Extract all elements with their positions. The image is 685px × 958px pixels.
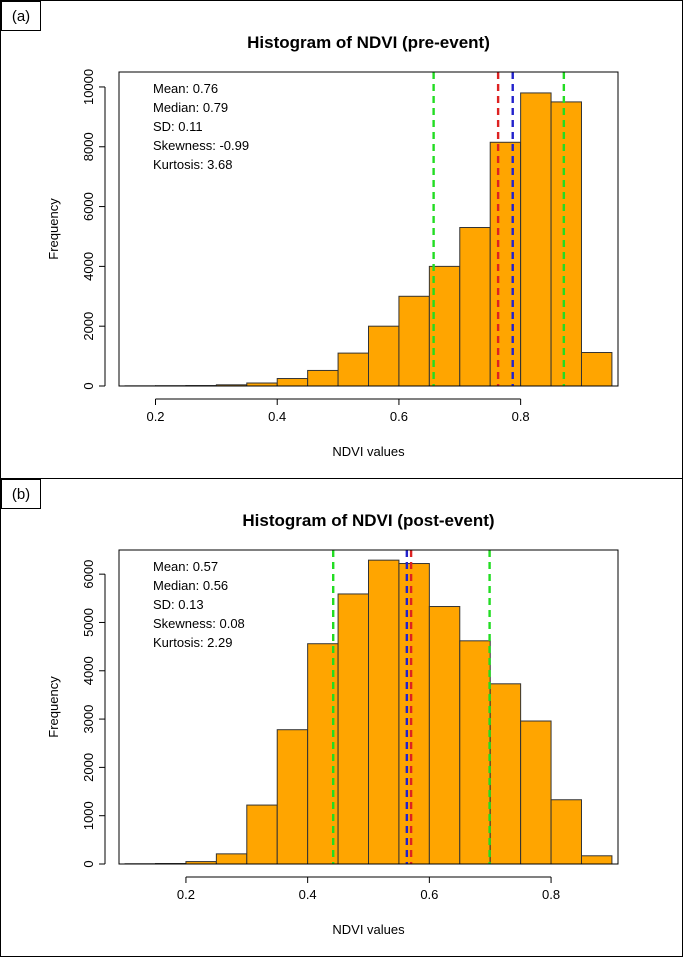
y-tick-label: 2000 — [81, 312, 96, 341]
histogram-bar — [490, 684, 520, 864]
histogram-bar — [247, 805, 277, 864]
stats-text-4: Kurtosis: 3.68 — [153, 157, 233, 172]
y-tick-label: 4000 — [81, 252, 96, 281]
histogram-bar — [399, 296, 429, 386]
x-tick-label: 0.6 — [390, 409, 408, 424]
histogram-bar — [429, 607, 459, 864]
histogram-bar — [521, 721, 551, 864]
histogram-bar — [369, 326, 399, 386]
y-tick-label: 0 — [81, 860, 96, 867]
y-tick-label: 3000 — [81, 705, 96, 734]
stats-text-2: SD: 0.13 — [153, 597, 204, 612]
histogram-bar — [581, 353, 611, 386]
histogram-bar — [308, 370, 338, 386]
histogram-bar — [460, 641, 490, 864]
y-axis-label: Frequency — [46, 676, 61, 738]
x-axis-label: NDVI values — [332, 444, 405, 459]
stats-text-0: Mean: 0.57 — [153, 559, 218, 574]
y-tick-label: 1000 — [81, 801, 96, 830]
x-tick-label: 0.4 — [299, 887, 317, 902]
histogram-bar — [338, 594, 368, 864]
x-tick-label: 0.2 — [146, 409, 164, 424]
chart-title: Histogram of NDVI (post-event) — [242, 511, 494, 530]
histogram-bar — [399, 564, 429, 864]
histogram-bar — [551, 102, 581, 386]
x-tick-label: 0.2 — [177, 887, 195, 902]
x-tick-label: 0.6 — [420, 887, 438, 902]
histogram-bar — [369, 560, 399, 864]
histogram-bar — [277, 730, 307, 864]
y-tick-label: 6000 — [81, 192, 96, 221]
y-tick-label: 8000 — [81, 132, 96, 161]
stats-text-1: Median: 0.79 — [153, 100, 228, 115]
y-tick-label: 4000 — [81, 656, 96, 685]
y-tick-label: 5000 — [81, 608, 96, 637]
x-tick-label: 0.4 — [268, 409, 286, 424]
histogram-bar — [521, 93, 551, 386]
x-axis-label: NDVI values — [332, 922, 405, 937]
histogram-bar — [277, 379, 307, 386]
histogram-bar — [460, 228, 490, 386]
histogram-bar — [216, 854, 246, 864]
chart-title: Histogram of NDVI (pre-event) — [247, 33, 490, 52]
y-tick-label: 2000 — [81, 753, 96, 782]
x-tick-label: 0.8 — [542, 887, 560, 902]
stats-text-3: Skewness: -0.99 — [153, 138, 249, 153]
stats-text-4: Kurtosis: 2.29 — [153, 635, 233, 650]
y-tick-label: 0 — [81, 382, 96, 389]
histogram-pre-event: Histogram of NDVI (pre-event) 0 2000 4000 60… — [1, 1, 684, 480]
stats-text-1: Median: 0.56 — [153, 578, 228, 593]
x-tick-label: 0.8 — [512, 409, 530, 424]
histogram-bar — [551, 800, 581, 864]
stats-text-2: SD: 0.11 — [153, 119, 203, 134]
histogram-bar — [490, 142, 520, 386]
histogram-post-event: Histogram of NDVI (post-event) 0 1000 2000 3… — [1, 479, 684, 958]
stats-text-3: Skewness: 0.08 — [153, 616, 245, 631]
y-axis-label: Frequency — [46, 198, 61, 260]
y-tick-label: 6000 — [81, 560, 96, 589]
y-tick-label: 10000 — [81, 69, 96, 105]
stats-text-0: Mean: 0.76 — [153, 81, 218, 96]
histogram-bar — [338, 353, 368, 386]
histogram-bar — [581, 856, 611, 864]
